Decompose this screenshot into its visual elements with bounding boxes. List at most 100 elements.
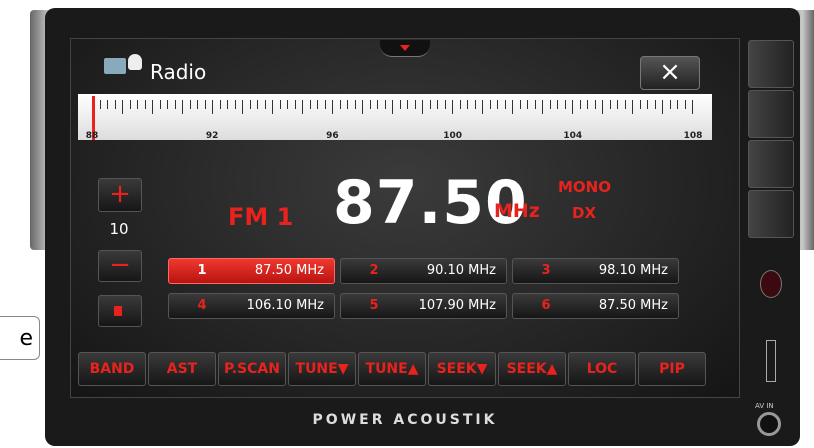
dial-tick xyxy=(340,100,341,109)
mute-button[interactable] xyxy=(98,295,142,327)
dial-tick xyxy=(520,100,521,109)
function-button[interactable]: LOC xyxy=(568,352,636,386)
dial-tick xyxy=(392,100,393,114)
preset-number: 2 xyxy=(349,263,399,278)
dial-label: 108 xyxy=(684,131,703,141)
dial-tick xyxy=(212,100,213,114)
knob[interactable] xyxy=(760,270,782,298)
mode: MONO xyxy=(558,178,611,196)
dial-tick xyxy=(287,100,288,109)
dial-tick xyxy=(302,100,303,114)
dial-tick xyxy=(467,100,468,109)
brand: POWER ACOUSTIK xyxy=(270,412,540,428)
function-button[interactable]: P.SCAN xyxy=(218,352,286,386)
dial-tick xyxy=(430,100,431,109)
dial-tick xyxy=(527,100,528,109)
dial-tick xyxy=(610,100,611,109)
function-button[interactable]: SEEK▼ xyxy=(428,352,496,386)
preset-number: 3 xyxy=(521,263,571,278)
side-label: e xyxy=(0,316,40,360)
dial-tick xyxy=(295,100,296,109)
dial-tick xyxy=(640,100,641,109)
dial-tick xyxy=(122,100,123,114)
dial-tick xyxy=(595,100,596,109)
preset-frequency: 87.50 MHz xyxy=(599,298,668,313)
av-in-label: AV IN xyxy=(755,402,774,410)
close-button[interactable]: × xyxy=(640,56,700,90)
dial-tick xyxy=(422,100,423,114)
volume-level: 10 xyxy=(98,220,140,238)
preset-number: 1 xyxy=(177,263,227,278)
dial-tick xyxy=(632,100,633,114)
dial-tick xyxy=(452,100,453,114)
pull-tab[interactable] xyxy=(380,40,430,57)
dial-tick xyxy=(505,100,506,109)
dial-tick xyxy=(565,100,566,109)
dial-tick xyxy=(407,100,408,109)
dial-tick xyxy=(317,100,318,109)
dial-tick xyxy=(490,100,491,109)
preset-frequency: 98.10 MHz xyxy=(599,263,668,278)
dial-label: 92 xyxy=(206,131,219,141)
dx: DX xyxy=(572,204,596,222)
dial-tick xyxy=(377,100,378,109)
preset-number: 5 xyxy=(349,298,399,313)
volume-up[interactable]: + xyxy=(98,178,142,212)
dial-tick xyxy=(460,100,461,109)
dial-tick xyxy=(362,100,363,114)
preset-button[interactable]: 4 106.10 MHz xyxy=(168,293,335,319)
function-button[interactable]: TUNE▼ xyxy=(288,352,356,386)
preset-frequency: 106.10 MHz xyxy=(247,298,324,313)
preset-frequency: 87.50 MHz xyxy=(255,263,324,278)
function-button[interactable]: PIP xyxy=(638,352,706,386)
function-button[interactable]: SEEK▲ xyxy=(498,352,566,386)
preset-button[interactable]: 1 87.50 MHz xyxy=(168,258,335,284)
dial-tick xyxy=(497,100,498,109)
dial-tick xyxy=(482,100,483,114)
dial-tick xyxy=(175,100,176,109)
side-button[interactable] xyxy=(748,190,794,238)
dial-tick xyxy=(542,100,543,114)
dial-tick xyxy=(310,100,311,109)
function-button[interactable]: BAND xyxy=(78,352,146,386)
dial-tick xyxy=(572,100,573,114)
dial-tick xyxy=(152,100,153,114)
function-button[interactable]: TUNE▲ xyxy=(358,352,426,386)
dial-tick xyxy=(415,100,416,109)
preset-button[interactable]: 3 98.10 MHz xyxy=(512,258,679,284)
dial-tick xyxy=(535,100,536,109)
dial-tick xyxy=(655,100,656,109)
dial-tick xyxy=(100,100,101,109)
function-button[interactable]: AST xyxy=(148,352,216,386)
side-button[interactable] xyxy=(748,140,794,188)
dial-tick xyxy=(625,100,626,109)
volume-down[interactable]: − xyxy=(98,250,142,282)
dial-tick xyxy=(257,100,258,109)
dial-label: 96 xyxy=(326,131,339,141)
dial-tick xyxy=(107,100,108,109)
dial[interactable] xyxy=(78,94,712,140)
preset-button[interactable]: 2 90.10 MHz xyxy=(340,258,507,284)
dial-tick xyxy=(617,100,618,109)
dial-tick xyxy=(512,100,513,114)
preset-number: 4 xyxy=(177,298,227,313)
dial-tick xyxy=(332,100,333,114)
side-button[interactable] xyxy=(748,90,794,138)
dial-tick xyxy=(235,100,236,109)
dial-tick xyxy=(160,100,161,109)
dial-tick xyxy=(280,100,281,109)
dial-tick xyxy=(602,100,603,114)
preset-frequency: 90.10 MHz xyxy=(427,263,496,278)
side-button[interactable] xyxy=(748,40,794,88)
av-in-jack[interactable] xyxy=(757,412,781,436)
dial-tick xyxy=(685,100,686,109)
dial-tick xyxy=(182,100,183,114)
dial-tick xyxy=(325,100,326,109)
dial-tick xyxy=(437,100,438,109)
dial-tick xyxy=(355,100,356,109)
page: e Radio × + 10 − FM 1 87.50 MHz MONO DX … xyxy=(0,0,814,448)
dial-tick xyxy=(557,100,558,109)
dial-tick xyxy=(347,100,348,109)
